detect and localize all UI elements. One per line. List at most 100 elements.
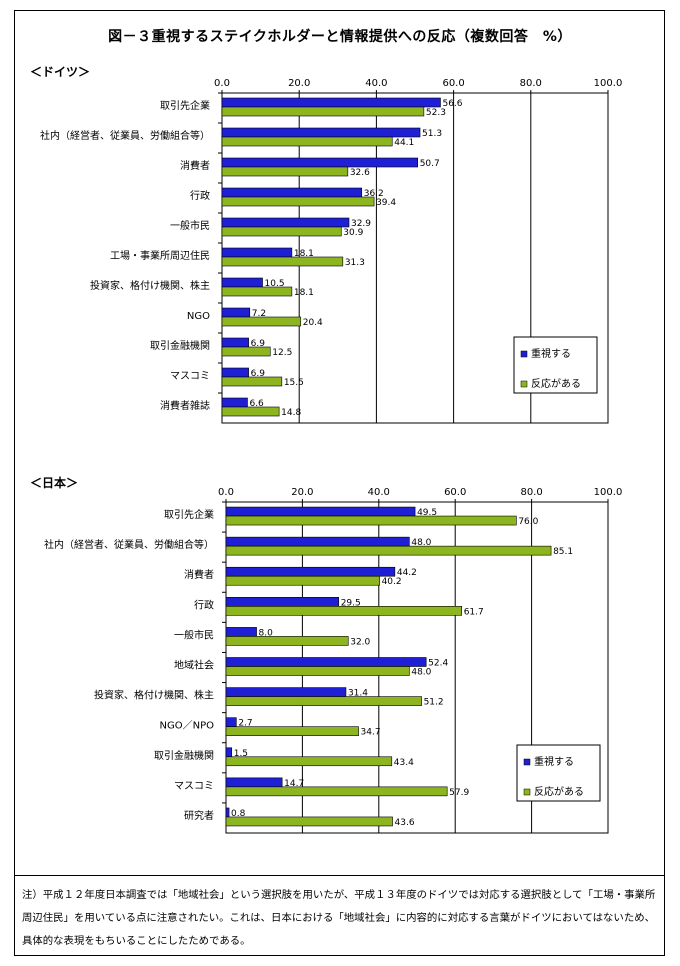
bar-series-2: [225, 515, 517, 526]
data-label: 0.8: [231, 809, 246, 819]
category-label: 社内（経営者、従業員、労働組合等）: [40, 129, 210, 142]
data-label: 40.2: [382, 577, 402, 587]
bar-series-2: [225, 786, 448, 797]
data-label: 18.1: [294, 249, 314, 259]
legend-box: [516, 744, 601, 802]
footnote-text: 注）平成１２年度日本調査では「地域社会」という選択肢を用いたが、平成１３年度のド…: [22, 889, 656, 947]
category-label: マスコミ: [170, 371, 210, 382]
data-label: 36.2: [364, 189, 384, 199]
category-label: 取引金融機関: [154, 749, 214, 762]
bar-series-2: [221, 286, 293, 297]
bar-series-2: [221, 376, 283, 387]
data-label: 31.3: [345, 258, 365, 268]
bar-series-2: [225, 545, 552, 556]
category-label: 取引金融機関: [150, 339, 210, 352]
bar-series-2: [225, 606, 462, 616]
bar-series-1: [225, 747, 233, 758]
bar-series-2: [225, 575, 380, 586]
bar-series-1: [225, 566, 396, 577]
data-label: 18.1: [294, 288, 314, 298]
bar-series-2: [221, 136, 393, 147]
data-label: 6.9: [251, 369, 266, 379]
legend-label: 反応がある: [534, 785, 584, 798]
bar-series-1: [225, 807, 230, 818]
category-label: NGO: [187, 311, 210, 322]
data-label: 61.7: [464, 607, 484, 617]
x-tick-label: 20.0: [291, 487, 313, 498]
bar-series-1: [225, 687, 347, 697]
bar-series-1: [225, 536, 410, 547]
data-label: 44.2: [397, 568, 417, 578]
data-label: 43.4: [394, 758, 414, 768]
bar-series-1: [225, 597, 339, 607]
data-label: 10.5: [265, 279, 285, 289]
bar-series-1: [225, 657, 427, 667]
data-label: 76.0: [518, 517, 538, 527]
x-tick-label: 80.0: [520, 78, 542, 89]
data-label: 29.5: [341, 598, 361, 608]
x-tick-label: 0.0: [218, 487, 234, 498]
category-label: 消費者: [180, 159, 210, 172]
category-label: マスコミ: [174, 781, 214, 792]
data-label: 31.4: [348, 689, 368, 699]
x-tick-label: 80.0: [520, 487, 542, 498]
japan-heading: ＜日本＞: [30, 476, 79, 490]
category-label: NGO／NPO: [160, 720, 215, 732]
data-label: 43.6: [395, 818, 415, 828]
category-label: 消費者雑誌: [160, 399, 210, 412]
category-label: 取引先企業: [160, 99, 210, 112]
data-label: 12.5: [272, 348, 292, 358]
figure-frame: [14, 10, 665, 956]
bar-series-1: [225, 506, 416, 517]
legend-label: 重視する: [534, 755, 574, 768]
bar-series-2: [221, 406, 280, 417]
bar-series-2: [221, 256, 344, 267]
note-divider: [14, 875, 665, 876]
germany-heading: ＜ドイツ＞: [30, 65, 91, 79]
category-label: 消費者: [184, 568, 214, 581]
bar-series-2: [221, 346, 271, 357]
bar-series-2: [221, 196, 375, 207]
data-label: 39.4: [376, 198, 396, 208]
data-label: 52.3: [426, 108, 446, 118]
legend-box: [513, 336, 598, 394]
bar-series-2: [225, 726, 359, 736]
data-label: 20.4: [303, 318, 323, 328]
data-label: 51.3: [422, 129, 442, 139]
x-tick-label: 40.0: [368, 487, 390, 498]
category-label: 行政: [194, 598, 214, 611]
x-tick-label: 100.0: [594, 487, 623, 498]
bar-series-2: [225, 756, 393, 767]
data-label: 48.0: [411, 668, 431, 678]
data-label: 32.0: [350, 637, 370, 647]
data-label: 8.0: [259, 628, 274, 638]
category-label: 行政: [190, 189, 210, 202]
x-tick-label: 0.0: [214, 78, 230, 89]
data-label: 7.2: [252, 309, 266, 319]
x-tick-label: 20.0: [288, 78, 310, 89]
data-label: 32.9: [351, 219, 371, 229]
germany-bar-chart: 0.0 20.0 40.0 60.0 80.0 100.0 取引先企業 56.652.3 社内（…: [40, 78, 623, 424]
x-tick-label: 60.0: [442, 78, 464, 89]
bar-series-2: [221, 106, 425, 117]
category-label: 工場・事業所周辺住民: [110, 249, 210, 262]
category-label: 社内（経営者、従業員、労働組合等）: [44, 538, 214, 551]
data-label: 48.0: [411, 538, 431, 548]
japan-bar-chart: 0.0 20.0 40.0 60.0 80.0 100.0 取引先企業 49.5 76.0 社内（…: [44, 487, 623, 834]
category-label: 地域社会: [174, 659, 214, 672]
category-label: 投資家、格付け機関、株主: [94, 689, 214, 702]
bar-series-2: [225, 636, 349, 646]
data-label: 15.5: [284, 378, 304, 388]
x-tick-label: 100.0: [594, 78, 623, 89]
bar-series-1: [225, 777, 283, 788]
data-label: 85.1: [553, 547, 573, 557]
data-label: 57.9: [449, 788, 469, 798]
legend-swatch: [520, 380, 528, 388]
data-label: 30.9: [343, 228, 363, 238]
bar-series-1: [225, 627, 257, 637]
bar-series-2: [221, 166, 349, 177]
category-label: 取引先企業: [164, 508, 214, 521]
category-label: 研究者: [184, 809, 214, 822]
bar-series-2: [221, 226, 342, 237]
x-tick-label: 60.0: [444, 487, 466, 498]
